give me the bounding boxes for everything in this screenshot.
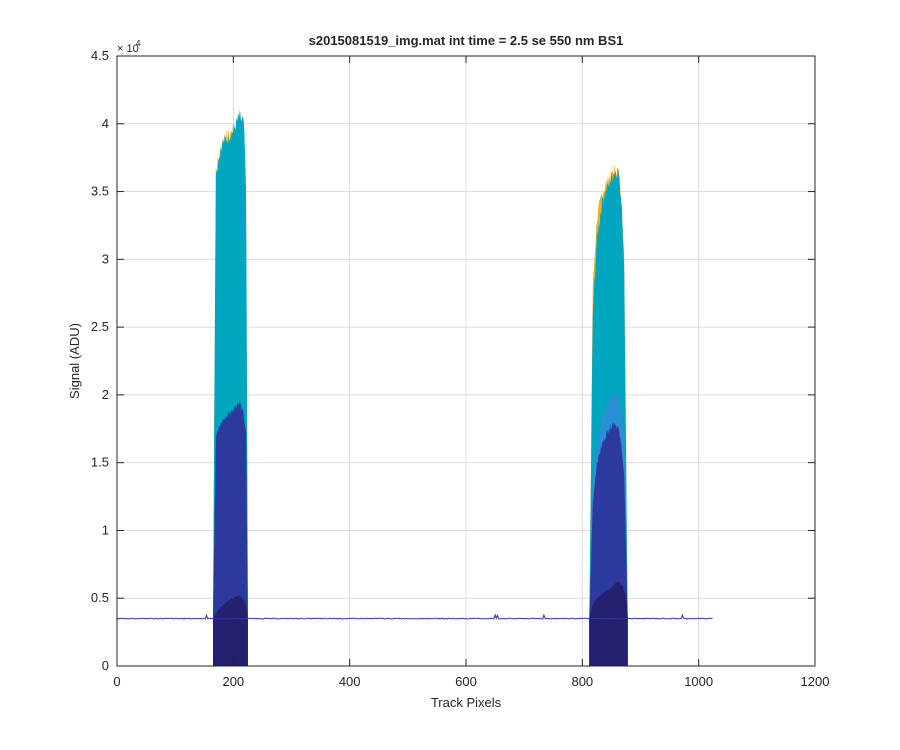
baseline-layer bbox=[116, 613, 713, 620]
y-tick-label: 0 bbox=[102, 658, 109, 673]
y-exponent-base: × 10 bbox=[117, 43, 139, 55]
y-tick-label: 3.5 bbox=[91, 184, 109, 199]
y-tick-label: 1 bbox=[102, 522, 109, 537]
y-tick-label: 0.5 bbox=[91, 590, 109, 605]
x-tick-label: 800 bbox=[571, 674, 593, 689]
series-4-peak-1 bbox=[589, 581, 628, 666]
chart-title: s2015081519_img.mat int time = 2.5 se 55… bbox=[309, 33, 624, 48]
y-axis-label: Signal (ADU) bbox=[67, 323, 82, 399]
series-layer bbox=[213, 110, 628, 667]
x-tick-label: 600 bbox=[455, 674, 477, 689]
y-exponent-power: 4 bbox=[136, 39, 141, 48]
x-tick-label: 400 bbox=[339, 674, 361, 689]
y-tick-label: 3 bbox=[102, 251, 109, 266]
ticks: 0 200 400 600 800 1000 1200 0 0.5 1 1.5 2 2.5 3 3.5 4 4.… bbox=[91, 48, 830, 689]
y-tick-label: 2 bbox=[102, 387, 109, 402]
x-tick-label: 0 bbox=[113, 674, 120, 689]
y-tick-label: 1.5 bbox=[91, 455, 109, 470]
x-tick-label: 200 bbox=[222, 674, 244, 689]
y-tick-label: 2.5 bbox=[91, 319, 109, 334]
y-tick-label: 4 bbox=[102, 116, 109, 131]
x-tick-label: 1200 bbox=[801, 674, 830, 689]
series-4-peak-0 bbox=[213, 595, 248, 666]
y-tick-label: 4.5 bbox=[91, 48, 109, 63]
x-axis-label: Track Pixels bbox=[431, 695, 502, 710]
baseline-trace bbox=[116, 613, 713, 620]
x-tick-label: 1000 bbox=[684, 674, 713, 689]
